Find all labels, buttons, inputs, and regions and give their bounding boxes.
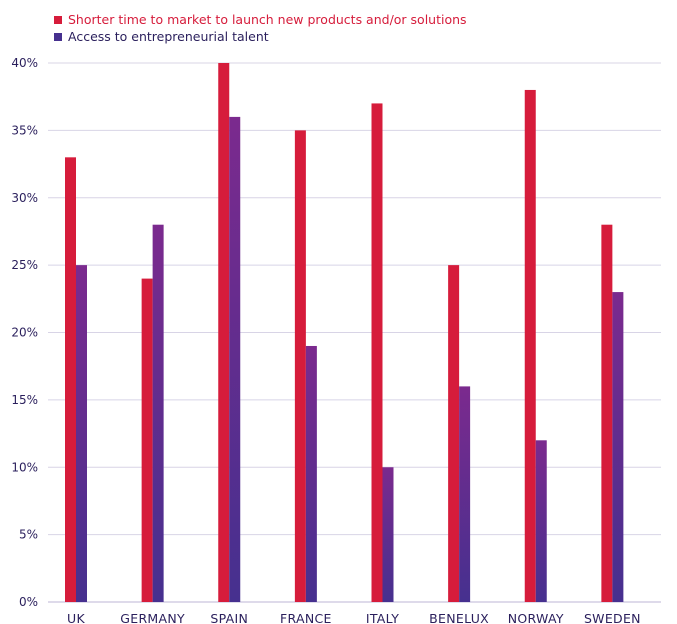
bar-series1 [448, 265, 460, 602]
bar-series2 [229, 116, 241, 603]
bar-series1 [65, 157, 76, 602]
x-category-label: FRANCE [280, 611, 332, 624]
bar-series2 [152, 224, 164, 602]
y-tick-label: 20% [11, 326, 38, 340]
bar-series2 [76, 265, 87, 602]
y-tick-label: 25% [11, 258, 38, 272]
bar-series1 [294, 130, 306, 602]
bar-series2 [535, 440, 547, 602]
x-category-label: UK [67, 611, 85, 624]
bar-series1 [524, 89, 536, 602]
bar-series1 [601, 224, 613, 602]
x-category-label: BENELUX [429, 611, 489, 624]
x-category-label: SWEDEN [584, 611, 641, 624]
x-category-label: GERMANY [120, 611, 185, 624]
bar-series2 [305, 345, 317, 602]
bar-series1 [141, 278, 153, 602]
y-tick-label: 30% [11, 191, 38, 205]
legend-item-2: Access to entrepreneurial talent [54, 28, 467, 45]
legend: Shorter time to market to launch new pro… [54, 11, 467, 45]
y-tick-label: 5% [19, 528, 38, 542]
legend-swatch-2 [54, 32, 62, 41]
y-tick-label: 0% [19, 595, 38, 609]
bar-series2 [382, 467, 394, 602]
y-tick-label: 15% [11, 393, 38, 407]
y-tick-label: 10% [11, 460, 38, 474]
bar-series2 [612, 292, 624, 602]
y-tick-label: 35% [11, 123, 38, 137]
bar-series1 [218, 63, 230, 602]
legend-label-2: Access to entrepreneurial talent [68, 29, 269, 44]
x-category-label: NORWAY [508, 611, 564, 624]
legend-item-1: Shorter time to market to launch new pro… [54, 11, 467, 28]
x-category-label: ITALY [366, 611, 399, 624]
legend-swatch-1 [54, 15, 62, 24]
bar-series1 [371, 103, 383, 603]
bar-series2 [459, 386, 471, 602]
legend-label-1: Shorter time to market to launch new pro… [68, 12, 467, 27]
x-category-label: SPAIN [210, 611, 248, 624]
y-tick-label: 40% [11, 56, 38, 70]
